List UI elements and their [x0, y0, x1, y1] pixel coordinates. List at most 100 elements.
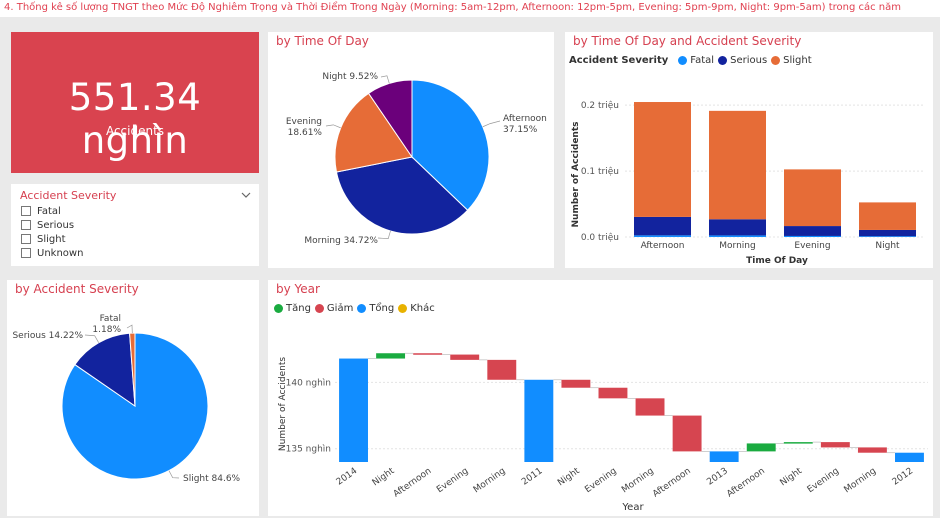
legend-title: Accident Severity: [569, 55, 669, 66]
legend-dot: [398, 304, 408, 313]
bar-segment-slight: [784, 169, 841, 227]
slicer-item-label: Serious: [37, 219, 75, 231]
slicer-item-serious[interactable]: Serious: [21, 219, 74, 231]
slice-label: Afternoon: [503, 114, 547, 124]
slicer-item-label: Unknown: [37, 247, 84, 259]
chart-title: by Accident Severity: [15, 282, 139, 296]
waterfall-bar-decrease: [487, 359, 517, 380]
slice-label: Evening: [286, 117, 322, 127]
pie-slice-afternoon: [411, 79, 490, 211]
time-of-day-pie-card[interactable]: by Time Of Day Afternoon 37.15% Morning 34…: [268, 32, 554, 268]
checkbox[interactable]: [21, 248, 31, 258]
x-tick-label: Morning: [843, 466, 879, 495]
waterfall-bar-total: [709, 451, 739, 462]
waterfall-bar-decrease: [857, 447, 887, 453]
y-tick-label: 140 nghìn: [286, 378, 331, 388]
slicer-item-unknown[interactable]: Unknown: [21, 247, 83, 259]
y-tick-label: 0.1 triệu: [581, 166, 619, 177]
leader-line: [380, 75, 390, 84]
bar-segment-slight: [634, 102, 691, 217]
stacked-bar-card[interactable]: by Time Of Day and Accident Severity Acc…: [565, 32, 933, 268]
legend-dot: [357, 304, 367, 313]
page-title: 4. Thống kê số lượng TNGT theo Mức Độ Ng…: [0, 0, 940, 17]
x-tick-label: Night: [556, 466, 582, 488]
chart-title: by Time Of Day: [276, 34, 369, 48]
kpi-card[interactable]: 551.34 nghìn Accidents: [11, 32, 259, 173]
kpi-label: Accidents: [105, 124, 165, 138]
waterfall-bar-total: [339, 358, 368, 462]
leader-line: [84, 334, 99, 343]
slicer-item-slight[interactable]: Slight: [21, 233, 66, 245]
pie-slice-evening: [334, 92, 413, 173]
waterfall-bar-decrease: [561, 379, 591, 388]
x-tick-label: Night: [371, 466, 397, 488]
waterfall-bar-increase: [376, 353, 406, 359]
checkbox[interactable]: [21, 220, 31, 230]
y-tick-label: 135 nghìn: [286, 445, 331, 455]
x-tick-label: Evening: [794, 241, 830, 251]
waterfall-bar-increase: [746, 443, 776, 452]
x-tick-label: Morning: [719, 241, 755, 251]
slice-label: Night 9.52%: [322, 72, 378, 82]
slice-label: Serious 14.22%: [12, 331, 83, 341]
x-tick-label: 2014: [335, 466, 360, 487]
stacked-bar-chart[interactable]: 0.0 triệu 0.1 triệu 0.2 triệu Afternoon Morn…: [565, 32, 933, 268]
pie-slice-night: [367, 79, 413, 159]
chevron-down-icon[interactable]: [241, 189, 251, 202]
x-tick-label: 2011: [520, 466, 544, 487]
x-tick-label: Afternoon: [392, 466, 434, 499]
kpi-value: 551.34 nghìn: [68, 76, 202, 162]
bar-segment-fatal: [784, 235, 841, 237]
x-tick-label: Morning: [472, 466, 508, 495]
bar-segment-fatal: [859, 236, 916, 237]
leader-line: [126, 324, 133, 334]
checkbox[interactable]: [21, 206, 31, 216]
y-tick-label: 0.2 triệu: [581, 100, 619, 111]
waterfall-bar-decrease: [820, 442, 850, 448]
legend-label: Fatal: [690, 55, 715, 66]
slicer-title: Accident Severity: [20, 189, 117, 202]
leader-line: [377, 230, 391, 239]
legend-label: Khác: [410, 303, 435, 314]
bar-segment-fatal: [634, 235, 691, 237]
year-waterfall-card[interactable]: by Year Tăng Giảm Tổng Khác 135 nghìn 140…: [268, 280, 933, 516]
severity-pie-card[interactable]: by Accident Severity Slight 84.6% Serious…: [7, 280, 259, 516]
y-tick-label: 0.0 triệu: [581, 232, 619, 243]
bar-segment-fatal: [709, 235, 766, 237]
waterfall-bar-decrease: [598, 387, 628, 399]
waterfall-bar-decrease: [450, 354, 480, 360]
slice-value: 1.18%: [92, 325, 121, 335]
bar-segment-serious: [859, 229, 916, 237]
bar-segment-slight: [709, 110, 766, 220]
leader-line: [168, 470, 180, 479]
chart-legend: Tăng Giảm Tổng Khác: [270, 303, 435, 314]
pie-slice-morning: [335, 156, 469, 235]
waterfall-bar-increase: [783, 442, 813, 444]
legend-dot: [771, 56, 781, 65]
slice-label: Slight 84.6%: [183, 474, 241, 484]
x-tick-label: Night: [875, 241, 900, 251]
waterfall-bar-decrease: [635, 398, 665, 416]
x-tick-label: 2013: [705, 466, 729, 487]
bar-segment-serious: [784, 226, 841, 236]
checkbox[interactable]: [21, 234, 31, 244]
leader-line: [482, 120, 501, 128]
waterfall-bar-decrease: [672, 415, 702, 452]
bar-segment-serious: [709, 219, 766, 236]
slicer-item-fatal[interactable]: Fatal: [21, 205, 61, 217]
x-tick-label: Afternoon: [651, 466, 693, 499]
legend-dot: [274, 304, 283, 313]
severity-slicer: Accident Severity Fatal Serious Slight U…: [11, 184, 259, 266]
waterfall-bar-decrease: [413, 353, 443, 355]
legend-dot: [718, 56, 728, 65]
slice-value: 37.15%: [503, 125, 538, 135]
x-tick-label: Afternoon: [725, 466, 767, 499]
leader-line: [325, 124, 341, 129]
slicer-item-label: Fatal: [37, 205, 61, 217]
slice-label: Fatal: [100, 314, 121, 324]
slicer-item-label: Slight: [37, 233, 66, 245]
y-axis-title: Number of Accidents: [571, 121, 581, 227]
